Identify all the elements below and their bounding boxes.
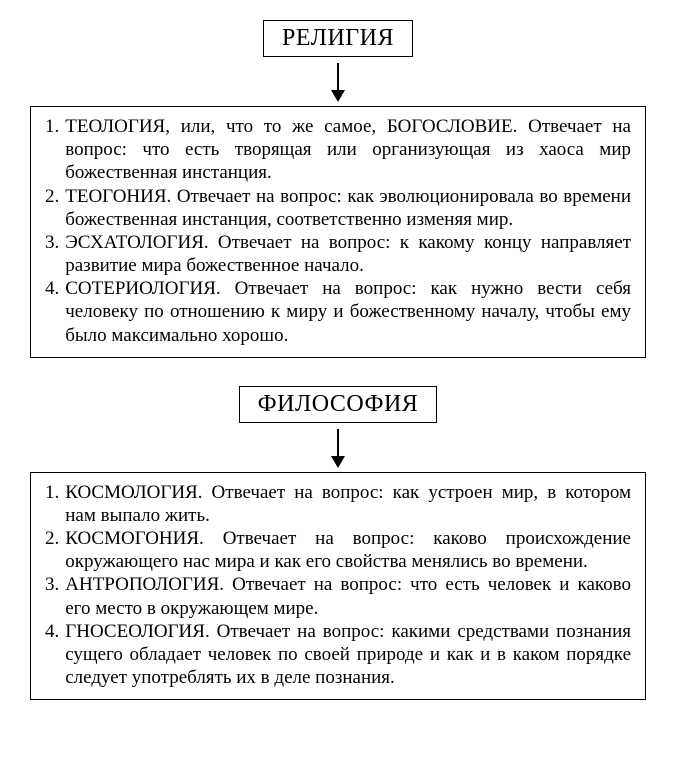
list-item: 4. ГНОСЕОЛОГИЯ. Отвечает на вопрос: каки…: [45, 620, 631, 690]
item-text: КОСМОЛОГИЯ. Отвечает на вопрос: как устр…: [65, 481, 631, 527]
arrow-down-icon: [331, 63, 345, 102]
item-number: 4.: [45, 277, 65, 347]
list-item: 3. АНТРОПОЛОГИЯ. Отвечает на вопрос: что…: [45, 573, 631, 619]
section-philosophy: ФИЛОСОФИЯ 1. КОСМОЛОГИЯ. Отвечает на воп…: [30, 386, 646, 701]
list-item: 1. КОСМОЛОГИЯ. Отвечает на вопрос: как у…: [45, 481, 631, 527]
item-number: 2.: [45, 185, 65, 231]
item-text: ТЕОЛОГИЯ, или, что то же самое, БОГОСЛОВ…: [65, 115, 631, 185]
item-text: СОТЕРИОЛОГИЯ. Отвечает на вопрос: как ну…: [65, 277, 631, 347]
item-text: АНТРОПОЛОГИЯ. Отвечает на вопрос: что ес…: [65, 573, 631, 619]
list-item: 3. ЭСХАТОЛОГИЯ. Отвечает на вопрос: к ка…: [45, 231, 631, 277]
item-number: 2.: [45, 527, 65, 573]
item-number: 1.: [45, 115, 65, 185]
item-number: 1.: [45, 481, 65, 527]
item-number: 3.: [45, 573, 65, 619]
section-title-religion: РЕЛИГИЯ: [263, 20, 413, 57]
list-item: 2. КОСМОГОНИЯ. Отвечает на вопрос: каков…: [45, 527, 631, 573]
item-number: 4.: [45, 620, 65, 690]
item-text: ЭСХАТОЛОГИЯ. Отвечает на вопрос: к каком…: [65, 231, 631, 277]
item-number: 3.: [45, 231, 65, 277]
item-text: КОСМОГОНИЯ. Отвечает на вопрос: каково п…: [65, 527, 631, 573]
list-item: 2. ТЕОГОНИЯ. Отвечает на вопрос: как эво…: [45, 185, 631, 231]
item-text: ГНОСЕОЛОГИЯ. Отвечает на вопрос: какими …: [65, 620, 631, 690]
arrow-down-icon: [331, 429, 345, 468]
content-box-philosophy: 1. КОСМОЛОГИЯ. Отвечает на вопрос: как у…: [30, 472, 646, 701]
section-religion: РЕЛИГИЯ 1. ТЕОЛОГИЯ, или, что то же само…: [30, 20, 646, 358]
list-item: 4. СОТЕРИОЛОГИЯ. Отвечает на вопрос: как…: [45, 277, 631, 347]
section-title-philosophy: ФИЛОСОФИЯ: [239, 386, 438, 423]
item-text: ТЕОГОНИЯ. Отвечает на вопрос: как эволюц…: [65, 185, 631, 231]
list-item: 1. ТЕОЛОГИЯ, или, что то же самое, БОГОС…: [45, 115, 631, 185]
content-box-religion: 1. ТЕОЛОГИЯ, или, что то же самое, БОГОС…: [30, 106, 646, 358]
